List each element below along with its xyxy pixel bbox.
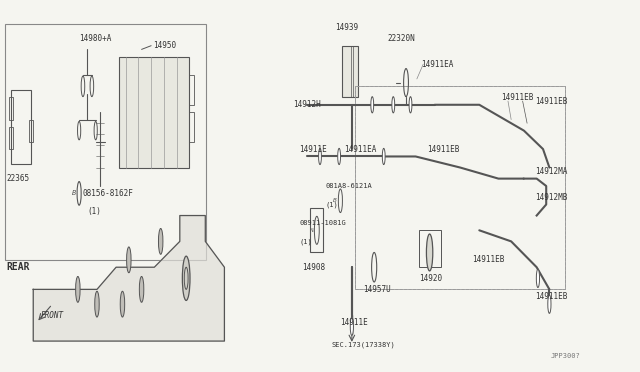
Circle shape [350,317,353,336]
Circle shape [382,148,385,164]
Text: 14912MA: 14912MA [536,167,568,176]
Circle shape [182,256,190,301]
Text: 081A8-6121A: 081A8-6121A [325,183,372,189]
Bar [11,90,31,164]
Text: B: B [333,198,337,203]
Circle shape [536,269,540,288]
Text: 14908: 14908 [302,263,325,272]
Circle shape [120,291,125,317]
Text: (1): (1) [88,207,101,217]
Bar [119,57,189,167]
Circle shape [159,228,163,254]
Text: 14911EB: 14911EB [536,97,568,106]
Circle shape [140,276,144,302]
Text: 22365: 22365 [6,174,29,183]
Bar [189,75,195,105]
Text: SEC.173(17338Y): SEC.173(17338Y) [332,341,396,348]
Bar [9,127,13,149]
Text: 14911EA: 14911EA [344,145,376,154]
Bar [29,119,33,142]
Text: 14939: 14939 [335,23,358,32]
Circle shape [319,148,321,164]
Circle shape [76,276,80,302]
Bar [419,230,441,267]
Text: 14957U: 14957U [364,285,391,294]
Bar [355,86,565,289]
Bar [9,97,13,119]
Circle shape [127,247,131,273]
Circle shape [426,234,433,271]
Bar [342,46,358,97]
Bar [5,23,206,260]
Text: 14911EB: 14911EB [536,292,568,301]
Polygon shape [33,215,225,341]
Circle shape [548,295,551,313]
Text: FRONT: FRONT [41,311,64,320]
Text: 14912MB: 14912MB [536,193,568,202]
Bar [355,86,565,289]
Text: 14980+A: 14980+A [79,34,111,43]
Text: 14911EB: 14911EB [472,255,504,264]
Text: REAR: REAR [6,262,30,272]
Text: 14920: 14920 [419,274,442,283]
Circle shape [95,291,99,317]
Text: N: N [310,228,314,233]
Text: 14911E: 14911E [300,145,327,154]
Text: 14911EB: 14911EB [427,145,460,154]
Text: (1): (1) [325,201,338,208]
Text: 14912H: 14912H [293,100,321,109]
Text: JPP300?: JPP300? [550,353,580,359]
Circle shape [392,97,395,113]
Text: 08156-8162F: 08156-8162F [83,189,133,198]
Text: B: B [72,190,76,196]
Text: 22320N: 22320N [388,34,415,43]
Text: 08911-1081G: 08911-1081G [300,220,346,226]
Bar [189,112,195,142]
Text: (1): (1) [300,238,312,245]
Text: 14911EA: 14911EA [420,60,453,69]
Bar [310,208,323,253]
Circle shape [338,148,340,164]
Circle shape [371,97,374,113]
Text: 14911E: 14911E [340,318,368,327]
Circle shape [409,97,412,113]
Text: 14950: 14950 [153,41,176,50]
Text: 14911EB: 14911EB [502,93,534,102]
